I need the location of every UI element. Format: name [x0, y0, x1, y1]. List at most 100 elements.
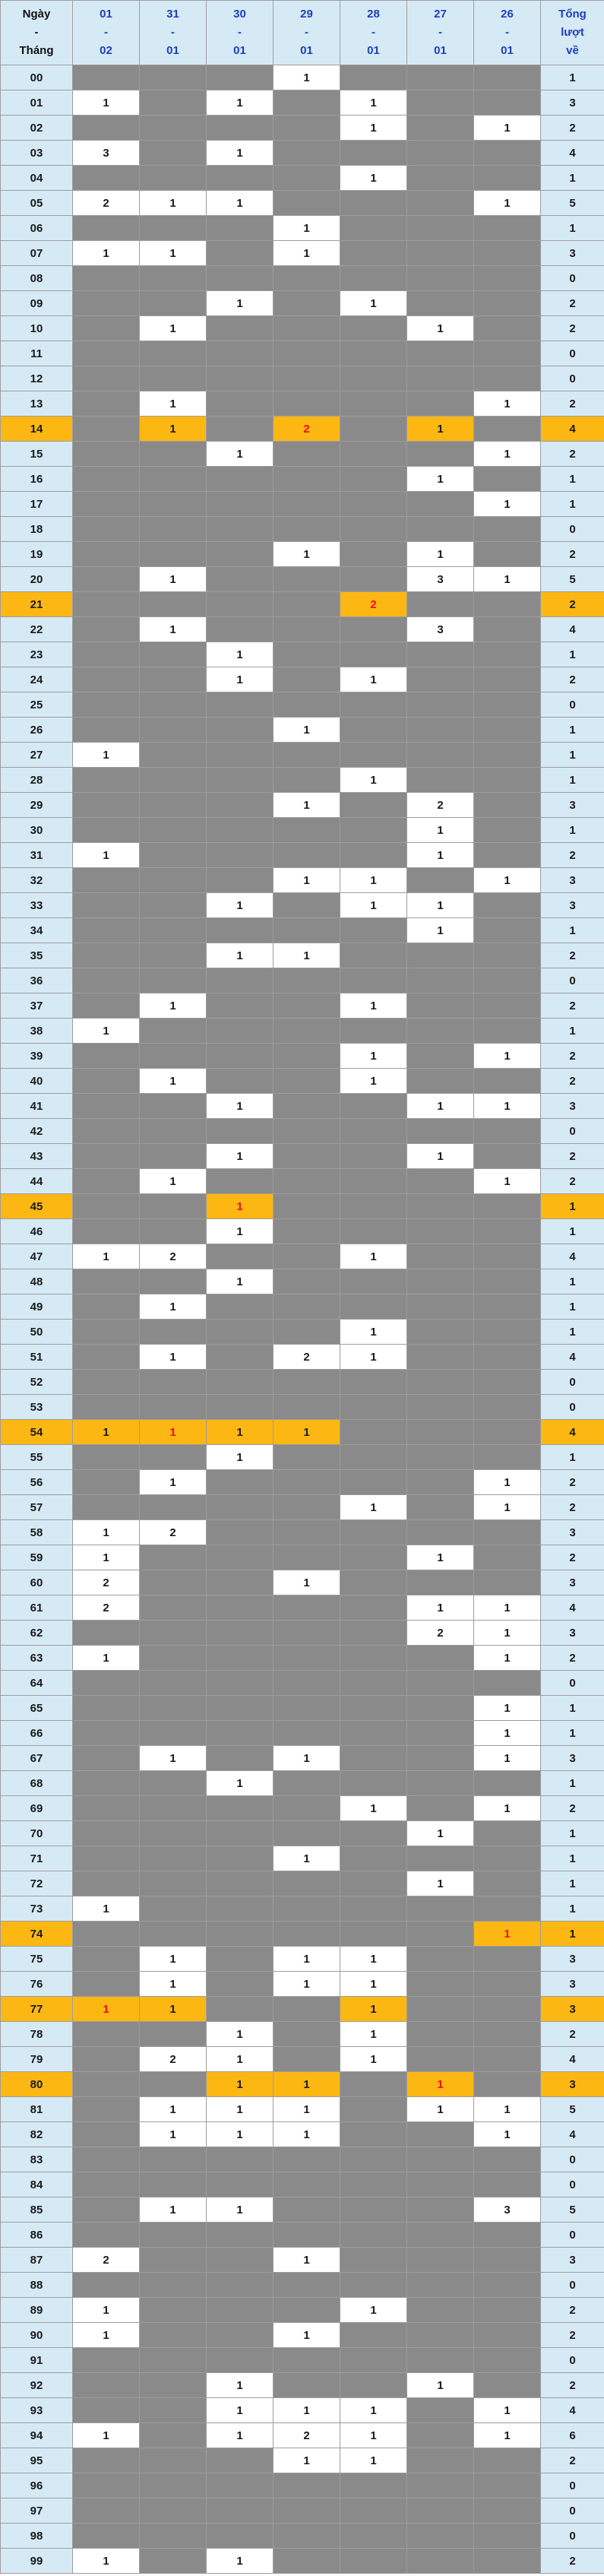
count-cell [273, 140, 340, 166]
count-cell: 1 [206, 2046, 274, 2072]
count-cell [139, 717, 207, 743]
count-cell: 1 [340, 1319, 407, 1345]
count-cell [72, 290, 140, 316]
count-cell [273, 1645, 340, 1671]
count-cell [139, 441, 207, 467]
table-row-89: 89 1 1 2 [0, 2297, 604, 2323]
count-cell [206, 1820, 274, 1846]
count-cell: 1 [340, 1996, 407, 2022]
count-cell [406, 667, 474, 692]
count-cell [206, 366, 274, 391]
row-total: 2 [540, 290, 604, 316]
count-cell: 1 [273, 2448, 340, 2473]
count-cell [406, 366, 474, 391]
row-total: 2 [540, 1795, 604, 1821]
count-cell [273, 742, 340, 768]
count-cell [340, 1820, 407, 1846]
count-cell [406, 1519, 474, 1545]
count-cell: 1 [139, 1469, 207, 1495]
count-cell [139, 466, 207, 492]
count-cell: 1 [340, 2046, 407, 2072]
row-number: 34 [0, 917, 73, 943]
count-cell [406, 290, 474, 316]
count-cell: 2 [139, 1244, 207, 1269]
count-cell [340, 1269, 407, 1294]
count-cell: 1 [473, 491, 541, 517]
count-cell [406, 717, 474, 743]
table-row-12: 12 0 [0, 366, 604, 391]
count-cell [473, 591, 541, 617]
count-cell [340, 466, 407, 492]
count-cell: 1 [139, 1745, 207, 1771]
count-cell [72, 1921, 140, 1947]
row-number: 25 [0, 692, 73, 718]
table-header: Ngày - Tháng 01-02 31-01 30-01 29-01 28-01 27… [0, 0, 604, 65]
count-cell [273, 341, 340, 366]
count-cell [72, 1820, 140, 1846]
count-cell [340, 1720, 407, 1746]
count-cell [406, 240, 474, 266]
count-cell: 3 [72, 140, 140, 166]
count-cell: 1 [340, 993, 407, 1019]
count-cell [139, 792, 207, 818]
count-cell [473, 1545, 541, 1570]
count-cell [340, 1695, 407, 1721]
count-cell [72, 491, 140, 517]
count-cell [340, 1846, 407, 1871]
count-cell [139, 767, 207, 793]
count-cell: 1 [340, 165, 407, 191]
row-number: 55 [0, 1444, 73, 1470]
count-cell: 1 [206, 1269, 274, 1294]
count-cell [72, 2046, 140, 2072]
row-total: 2 [540, 1143, 604, 1169]
row-number: 43 [0, 1143, 73, 1169]
row-total: 2 [540, 1645, 604, 1671]
count-cell [406, 2523, 474, 2549]
count-cell [340, 566, 407, 592]
count-cell [473, 140, 541, 166]
count-cell [72, 892, 140, 918]
count-cell [406, 1795, 474, 1821]
count-cell [340, 1118, 407, 1144]
count-cell [340, 2222, 407, 2248]
count-cell [340, 2121, 407, 2147]
count-cell [473, 341, 541, 366]
count-cell [139, 491, 207, 517]
table-row-81: 81 1 1 1 1 1 5 [0, 2096, 604, 2122]
row-number: 48 [0, 1269, 73, 1294]
header-date-part: 30 [233, 8, 246, 21]
count-cell [72, 667, 140, 692]
count-cell [72, 315, 140, 341]
count-cell [139, 591, 207, 617]
count-cell [473, 917, 541, 943]
count-cell [72, 993, 140, 1019]
count-cell [406, 1244, 474, 1269]
table-row-43: 43 1 1 2 [0, 1143, 604, 1169]
row-total: 2 [540, 1168, 604, 1194]
row-number: 19 [0, 541, 73, 567]
count-cell [139, 642, 207, 667]
row-total: 0 [540, 516, 604, 542]
count-cell: 1 [139, 1996, 207, 2022]
count-cell [473, 2172, 541, 2197]
count-cell [473, 2498, 541, 2524]
count-cell [340, 2322, 407, 2348]
count-cell [139, 2397, 207, 2423]
count-cell [340, 616, 407, 642]
count-cell [72, 1344, 140, 1370]
count-cell [72, 65, 140, 90]
count-cell: 1 [406, 892, 474, 918]
count-cell [72, 2372, 140, 2398]
count-cell [473, 1218, 541, 1244]
count-cell [206, 1871, 274, 1896]
count-cell [206, 1369, 274, 1395]
row-total: 4 [540, 140, 604, 166]
count-cell [340, 1545, 407, 1570]
count-cell [406, 65, 474, 90]
row-number: 46 [0, 1218, 73, 1244]
count-cell [406, 341, 474, 366]
count-cell [473, 1896, 541, 1922]
count-cell: 1 [273, 2322, 340, 2348]
count-cell [273, 1871, 340, 1896]
count-cell [473, 742, 541, 768]
